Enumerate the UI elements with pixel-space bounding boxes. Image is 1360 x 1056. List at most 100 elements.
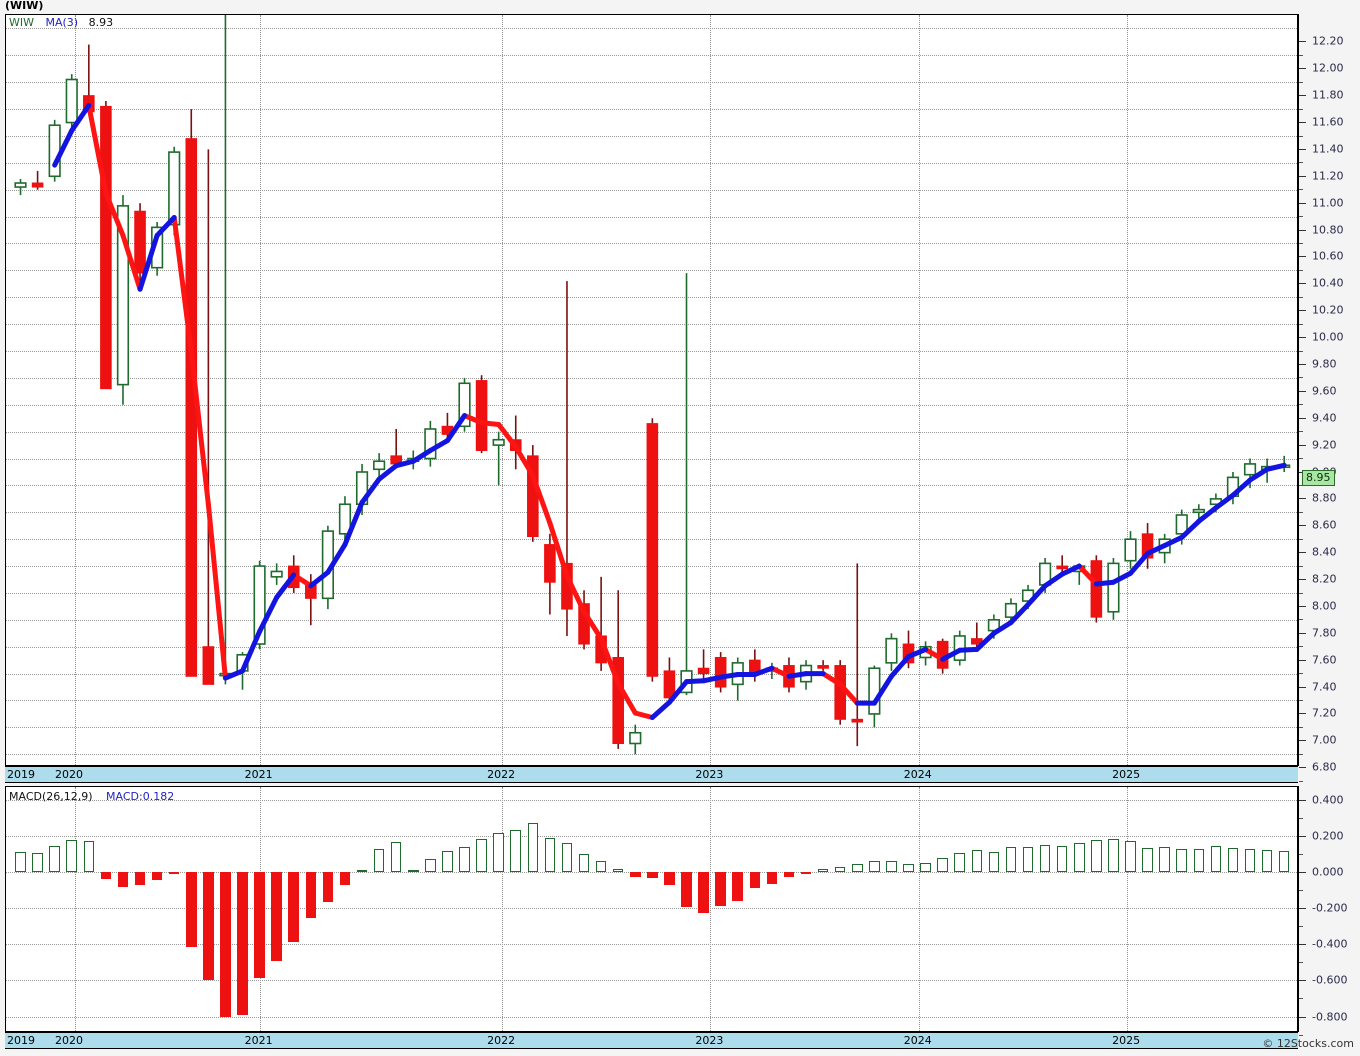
candle-body[interactable]: [697, 667, 710, 675]
candle-body[interactable]: [1243, 463, 1257, 476]
axis-tick: [1299, 498, 1306, 500]
candle-body[interactable]: [885, 637, 898, 664]
axis-tick: [1299, 148, 1306, 150]
macd-bar: [988, 851, 1000, 872]
macd-bar: [339, 871, 351, 885]
candle-body[interactable]: [48, 124, 61, 178]
axis-tick: [1299, 908, 1306, 910]
price-axis-label: 10.40: [1312, 276, 1344, 290]
ma-segment-up: [359, 476, 382, 505]
candle-body[interactable]: [373, 460, 386, 471]
candle-body[interactable]: [100, 105, 112, 390]
price-chart-panel[interactable]: [5, 14, 1298, 766]
candle-body[interactable]: [134, 210, 146, 274]
candle-body[interactable]: [31, 182, 44, 188]
candle-body[interactable]: [253, 565, 266, 645]
axis-minor-tick: [1299, 780, 1303, 782]
candle-body[interactable]: [168, 151, 181, 226]
price-axis-spine: [1298, 14, 1299, 766]
axis-minor-tick: [1299, 817, 1303, 819]
price-axis-label: 8.20: [1312, 572, 1337, 586]
price-x-axis-band: 2019 2020 2021 2022 2023 2024 2025: [5, 766, 1298, 783]
axis-tick: [1299, 767, 1306, 769]
ma-segment-up: [991, 620, 1014, 636]
candle-body[interactable]: [714, 656, 727, 688]
price-axis-label: 10.60: [1312, 249, 1344, 263]
axis-minor-tick: [1299, 753, 1303, 755]
candle-body[interactable]: [646, 423, 659, 677]
candle-body[interactable]: [629, 731, 642, 745]
candle-body[interactable]: [1004, 602, 1018, 618]
axis-tick: [1299, 579, 1306, 581]
macd-bar: [407, 870, 419, 873]
gridline: [6, 55, 1297, 57]
ma-segment-down: [496, 421, 519, 450]
ma-segment-up: [137, 232, 160, 292]
page-title: (WIW): [5, 0, 44, 12]
gridline: [6, 189, 1297, 191]
price-axis-label: 10.00: [1312, 330, 1344, 344]
candle-body[interactable]: [851, 718, 864, 723]
axis-minor-tick: [1299, 998, 1303, 1000]
candle-body[interactable]: [14, 182, 27, 188]
candle-body[interactable]: [424, 428, 437, 460]
macd-bar: [1056, 846, 1068, 872]
candle-body[interactable]: [1192, 508, 1205, 514]
ma-segment-down: [632, 710, 655, 721]
macd-axis[interactable]: 0.400 0.200 0.000 -0.200 -0.400 -0.600 -0.800: [1298, 786, 1360, 1036]
candle-body[interactable]: [185, 138, 198, 677]
candle-body[interactable]: [663, 670, 676, 699]
ma-segment-up: [871, 673, 894, 706]
ma-segment-up: [1042, 571, 1065, 589]
axis-minor-tick: [1299, 54, 1303, 56]
axis-minor-tick: [1299, 511, 1303, 513]
ma-segment-down: [205, 501, 228, 681]
candle-body[interactable]: [1141, 533, 1154, 559]
candle-body[interactable]: [1090, 560, 1103, 618]
candle-body[interactable]: [1175, 514, 1188, 535]
candle-body[interactable]: [458, 382, 471, 428]
macd-bar: [1193, 849, 1205, 872]
candle-body[interactable]: [868, 667, 881, 715]
candle-body[interactable]: [1056, 565, 1068, 570]
macd-legend: MACD(26,12,9) MACD:0.182: [9, 790, 174, 803]
candle-body[interactable]: [116, 205, 130, 386]
x-axis-label: 2021: [244, 1034, 273, 1047]
macd-bar: [1210, 845, 1222, 872]
candle-body[interactable]: [612, 656, 624, 744]
candle-body[interactable]: [65, 78, 78, 124]
gridline: [6, 216, 1297, 218]
axis-minor-tick: [1299, 700, 1303, 702]
price-axis-label: 8.00: [1312, 599, 1337, 613]
ma-segment-up: [1213, 492, 1236, 511]
macd-bar: [288, 871, 300, 942]
candle-body[interactable]: [817, 665, 829, 669]
candle-body[interactable]: [475, 380, 488, 451]
axis-minor-tick: [1299, 431, 1303, 433]
price-axis[interactable]: 12.20 12.00 11.80 11.60 11.40 11.20 11.00 10.80…: [1298, 14, 1360, 782]
x-axis-label: 2021: [244, 768, 273, 781]
candle-body[interactable]: [270, 570, 283, 578]
gridline-year: [259, 15, 261, 765]
axis-tick: [1299, 980, 1306, 982]
macd-bar: [100, 871, 112, 880]
macd-bar: [920, 862, 931, 872]
candle-body[interactable]: [338, 503, 352, 535]
candle-body[interactable]: [492, 438, 505, 446]
axis-minor-tick: [1299, 81, 1303, 83]
candle-body[interactable]: [1107, 562, 1120, 613]
ma-segment-up: [906, 646, 929, 660]
axis-tick: [1299, 444, 1306, 446]
candle-body[interactable]: [544, 544, 556, 583]
macd-chart-panel[interactable]: [5, 786, 1298, 1032]
gridline: [6, 835, 1297, 837]
candle-body[interactable]: [1124, 538, 1137, 562]
macd-bar: [1227, 848, 1239, 872]
ma-segment-up: [1247, 466, 1270, 483]
candle-body[interactable]: [834, 665, 846, 720]
axis-minor-tick: [1299, 296, 1303, 298]
axis-minor-tick: [1299, 189, 1303, 191]
x-axis-label: 2023: [695, 1034, 724, 1047]
axis-tick: [1299, 1016, 1306, 1018]
candle-body[interactable]: [202, 646, 215, 685]
